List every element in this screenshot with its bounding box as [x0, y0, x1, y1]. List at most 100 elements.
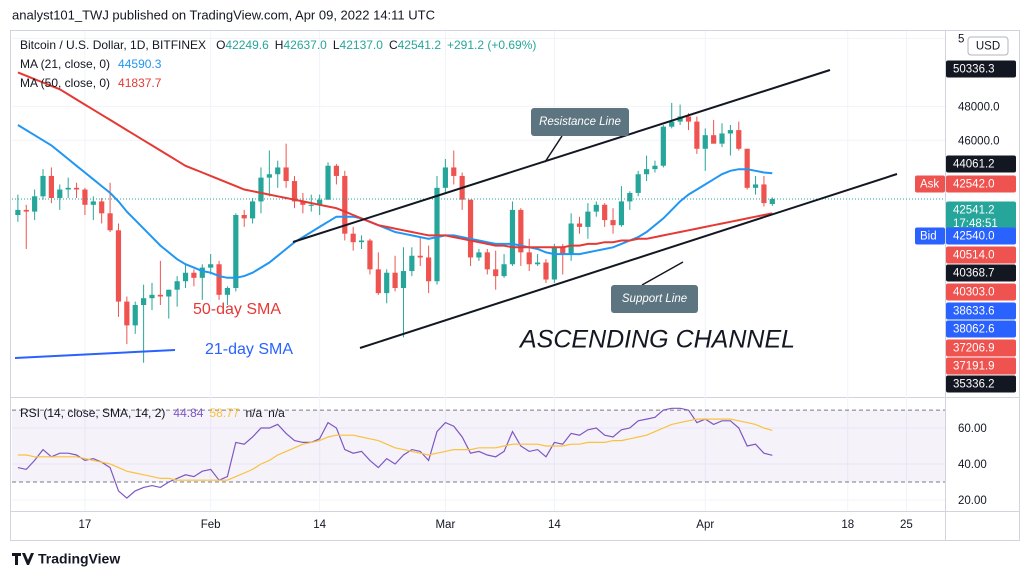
candle-body: [736, 130, 742, 149]
candle-body: [543, 262, 549, 280]
x-tick-label: 25: [900, 519, 913, 531]
candle-body: [350, 233, 356, 243]
candle-body: [702, 135, 708, 149]
publish-header: analyst101_TWJ published on TradingView.…: [12, 7, 435, 22]
rsi-line: [17, 407, 773, 499]
price-tag: [946, 283, 1016, 301]
candle-body: [426, 257, 432, 282]
x-tick-label: 17: [79, 519, 92, 531]
candle-body: [141, 298, 147, 305]
rsi-line: [17, 418, 773, 481]
candle-body: [752, 184, 759, 188]
candle-body: [367, 240, 373, 270]
candle-body: [635, 174, 641, 193]
legend-text: MA (50, close, 0): [20, 76, 110, 90]
candle-body: [333, 165, 340, 176]
price-tag-time: 17:48:51: [953, 218, 998, 230]
candle-body: [576, 223, 583, 227]
candle-body: [627, 192, 633, 202]
channel-label: ASCENDING CHANNEL: [518, 326, 795, 354]
candle-body: [509, 209, 516, 265]
legend-text: 42249.6: [225, 38, 269, 52]
legend-text: 58.77: [209, 406, 239, 420]
candle-body: [275, 167, 281, 175]
x-tick-label: Apr: [696, 519, 714, 531]
moving-average-line: [17, 124, 773, 279]
y-tick-label: 5: [958, 33, 964, 45]
candle-body: [216, 264, 222, 295]
price-tag-text: 40514.0: [953, 250, 995, 262]
candle-body: [392, 272, 398, 289]
candle-body: [208, 264, 214, 268]
candle-body: [660, 126, 666, 166]
candle-body: [501, 264, 507, 277]
price-tag-text: 50336.3: [953, 64, 995, 76]
candle-body: [610, 220, 616, 226]
candle-body: [48, 175, 54, 199]
price-tag-text: 44061.2: [953, 159, 995, 171]
currency-box: [967, 36, 1009, 56]
candle-body: [342, 175, 348, 234]
callout-text: Support Line: [622, 293, 687, 305]
candle-body: [233, 215, 239, 289]
legend-text: 44.84: [173, 406, 203, 420]
callout-text: Resistance Line: [539, 116, 621, 128]
footer-brand: TradingView: [38, 551, 120, 567]
y-tick-label: 60.00: [958, 423, 987, 435]
candle-body: [266, 174, 272, 178]
candle-body: [585, 211, 591, 227]
price-tag: [946, 246, 1016, 264]
price-tag-text: 40303.0: [953, 287, 995, 299]
price-tag: [946, 175, 1016, 193]
price-tag: [946, 320, 1016, 338]
legend-text: Bitcoin / U.S. Dollar, 1D, BITFINEX: [20, 38, 206, 52]
candle-body: [375, 269, 381, 294]
candle-body: [132, 305, 138, 326]
x-tick-label: Mar: [435, 519, 455, 531]
candle-body: [124, 301, 130, 326]
callout-pointer: [544, 135, 563, 163]
candle-body: [400, 271, 407, 289]
candle-body: [694, 121, 700, 149]
candle-body: [249, 201, 256, 219]
price-tag-side-text: Ask: [920, 179, 939, 191]
candle-body: [618, 201, 625, 226]
legend-text: 42637.0: [283, 38, 327, 52]
candle-body: [291, 181, 298, 202]
x-tick-label: 14: [313, 519, 326, 531]
footer-logo: TradingView: [12, 551, 120, 567]
callout-box: [531, 108, 629, 136]
candle-body: [518, 209, 524, 253]
price-tag-text: 40368.7: [953, 268, 995, 280]
candle-body: [451, 167, 457, 176]
price-tag-side: [915, 227, 945, 245]
y-tick-label: 48000.0: [958, 101, 1000, 113]
candle-body: [15, 209, 21, 215]
chart-frame: [10, 30, 1020, 541]
candle-body: [643, 169, 650, 175]
price-tag-text: 37191.9: [953, 361, 995, 373]
candle-body: [32, 196, 38, 212]
legend-text: 41837.7: [118, 76, 162, 90]
legend-text: 42137.0: [340, 38, 384, 52]
legend-text: n/a: [268, 406, 285, 420]
price-tag: [946, 302, 1016, 320]
legend-text: L: [333, 38, 340, 52]
candle-body: [308, 204, 314, 206]
axes: 17 Feb 14 Mar 14 Apr 18 25 5 48000.0 46000.0 20.00 4…: [79, 33, 1016, 531]
candle-body: [534, 262, 541, 265]
candle-body: [258, 177, 264, 202]
price-tag: [946, 60, 1016, 78]
candle-body: [493, 269, 499, 277]
price-pane: [12, 71, 945, 363]
callout-box: [611, 285, 698, 313]
price-tag-text: 38633.6: [953, 306, 995, 318]
legend: Bitcoin / U.S. Dollar, 1D, BITFINEX O 4224…: [20, 38, 536, 420]
candle-body: [769, 199, 775, 204]
candle-body: [182, 272, 189, 282]
y-tick-label: 40.00: [958, 459, 987, 471]
candle-body: [224, 288, 231, 295]
x-tick-label: 18: [841, 519, 854, 531]
candle-body: [417, 255, 423, 258]
rsi-pane: [12, 407, 945, 499]
